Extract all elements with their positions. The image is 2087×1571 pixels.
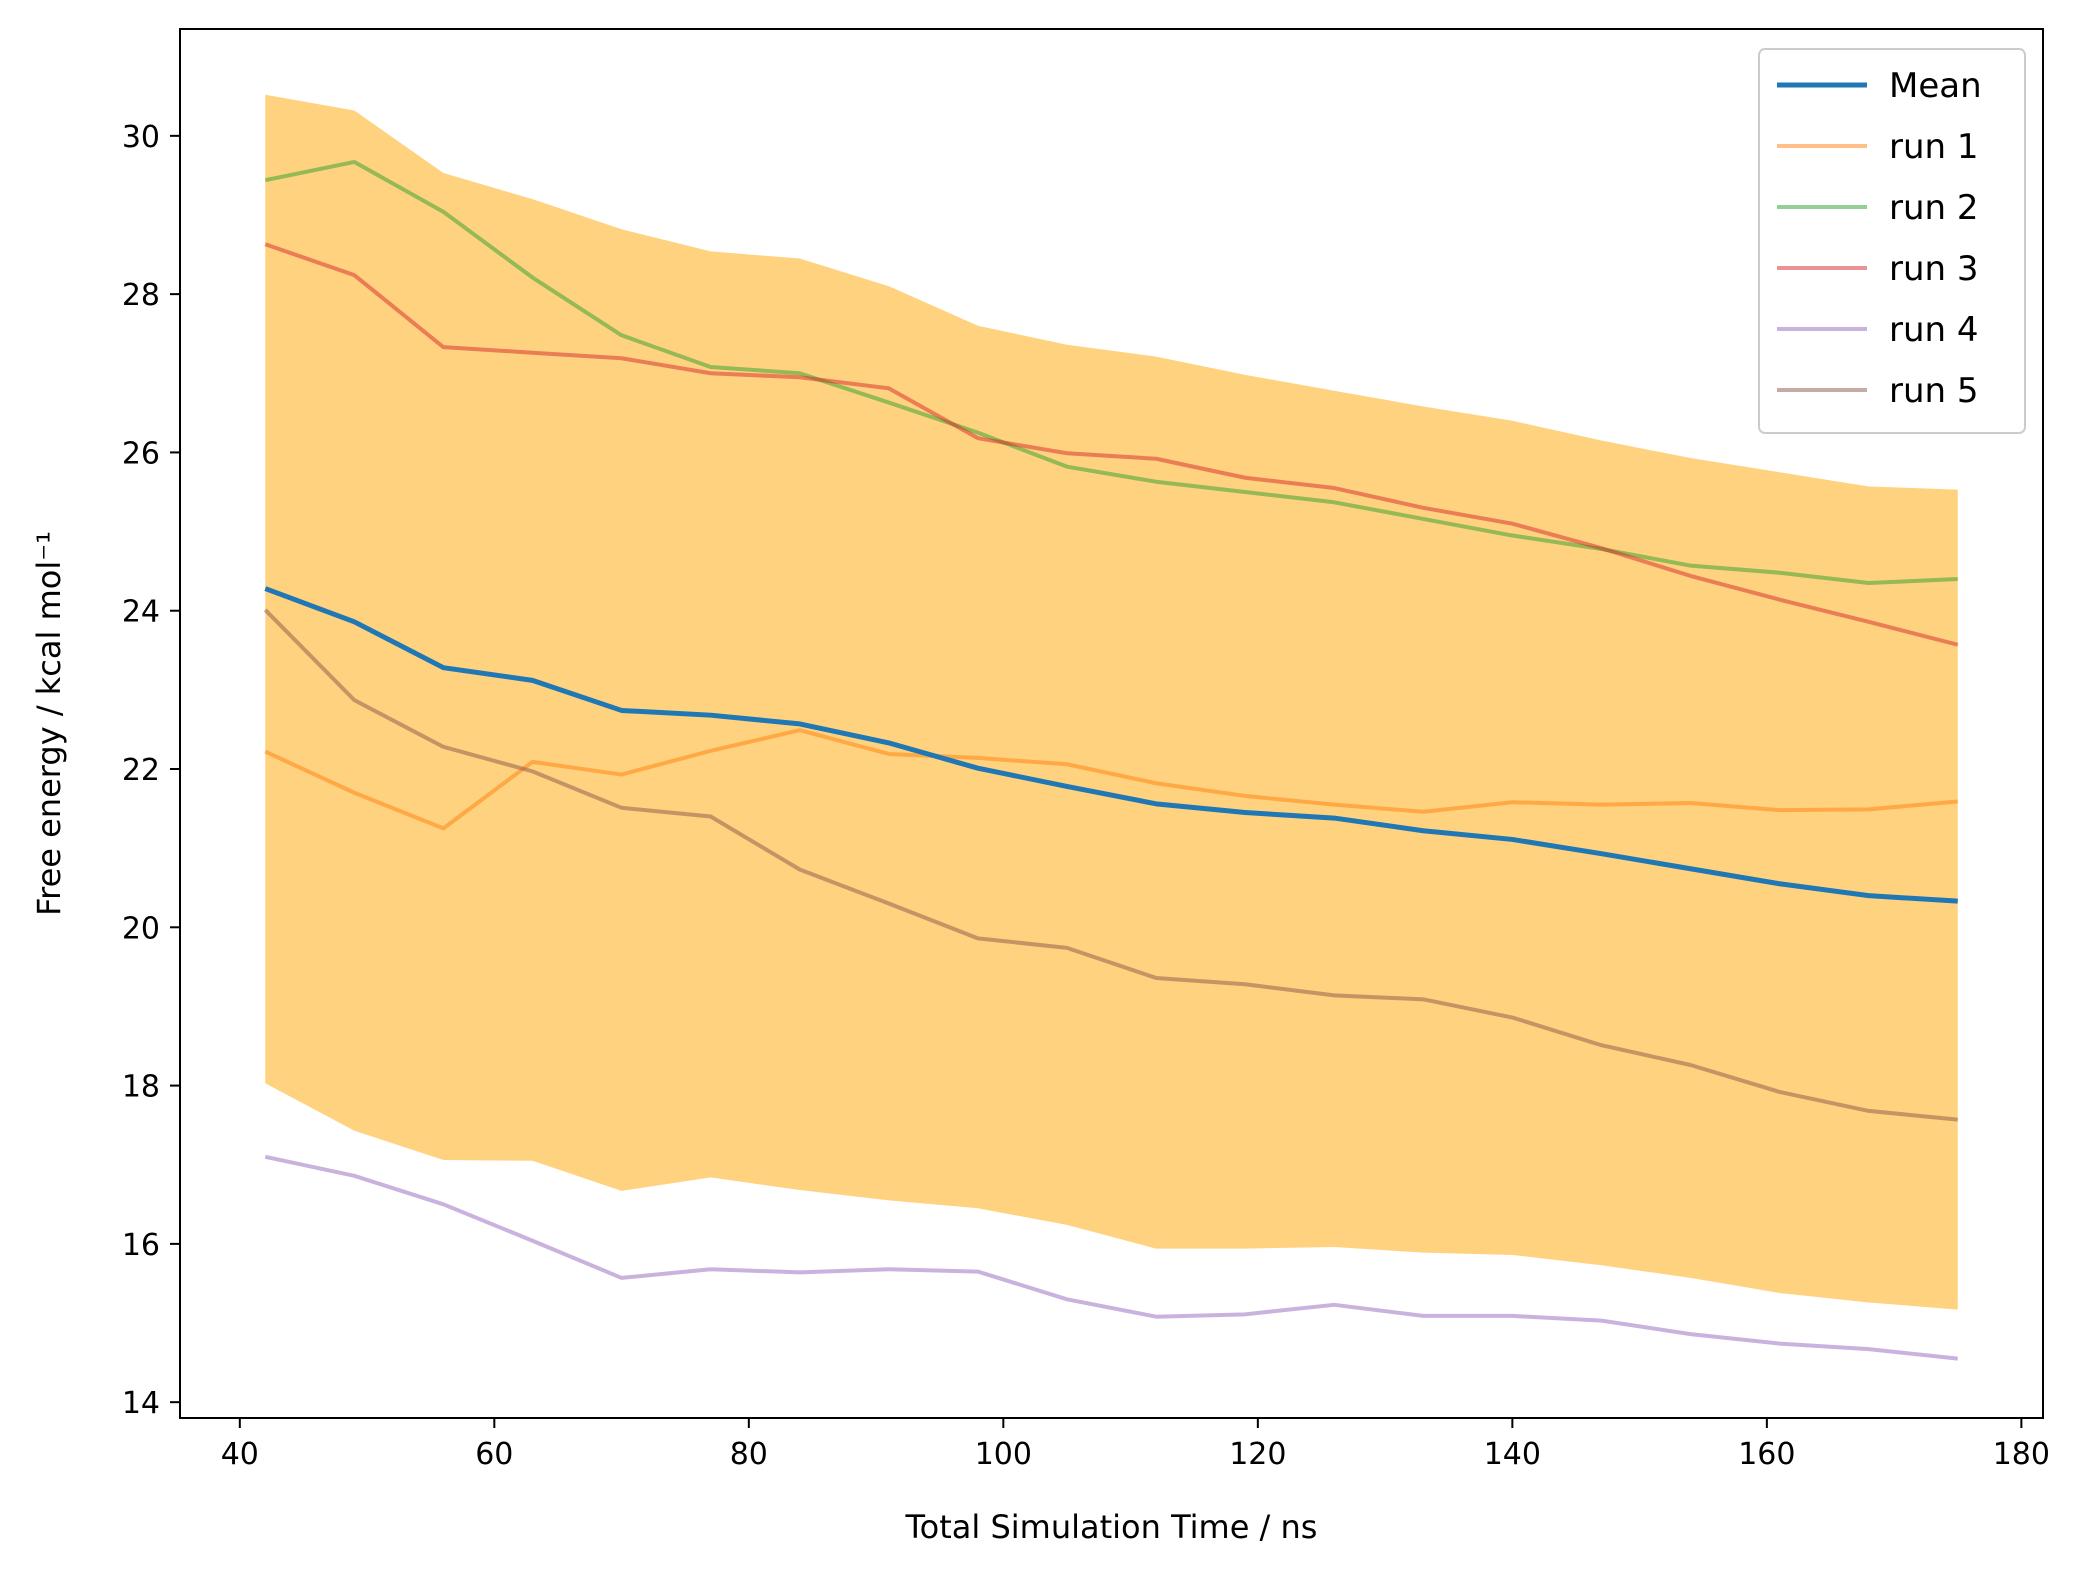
y-tick-label-16: 16 (122, 1228, 160, 1263)
y-tick-label-28: 28 (122, 278, 160, 313)
y-tick-label-14: 14 (122, 1386, 160, 1421)
x-tick-label-100: 100 (975, 1437, 1032, 1472)
series-line-run-1 (264, 728, 1958, 831)
y-tick-label-18: 18 (122, 1070, 160, 1105)
x-tick-label-160: 160 (1738, 1437, 1795, 1472)
y-axis-label: Free energy / kcal mol⁻¹ (30, 531, 68, 916)
legend-label-run-4: run 4 (1889, 310, 1979, 350)
series-layer (263, 159, 1959, 1361)
series-line-run-2 (264, 159, 1958, 586)
y-tick-label-24: 24 (122, 595, 160, 630)
x-tick-label-60: 60 (475, 1437, 513, 1472)
x-tick-label-180: 180 (1993, 1437, 2050, 1472)
y-tick-label-26: 26 (122, 436, 160, 471)
y-tick-label-20: 20 (122, 911, 160, 946)
y-axis: 14 16 18 20 22 24 26 28 30 (122, 120, 180, 1421)
x-axis-label: Total Simulation Time / ns (905, 1508, 1318, 1546)
x-tick-label-40: 40 (221, 1437, 259, 1472)
series-line-mean (264, 586, 1958, 904)
confidence-band-layer (265, 94, 1958, 1310)
x-tick-label-120: 120 (1229, 1437, 1286, 1472)
y-tick-label-22: 22 (122, 753, 160, 788)
legend-label-run-5: run 5 (1889, 371, 1979, 411)
series-line-run-5 (263, 608, 1958, 1122)
plot-frame (179, 28, 2044, 1419)
legend: Mean run 1 run 2 run 3 run 4 run 5 (1758, 48, 2026, 434)
legend-label-mean: Mean (1889, 66, 1982, 106)
legend-label-run-3: run 3 (1889, 249, 1979, 289)
y-tick-label-30: 30 (122, 120, 160, 155)
x-tick-label-80: 80 (730, 1437, 768, 1472)
legend-label-run-1: run 1 (1889, 127, 1979, 167)
series-line-run-4 (264, 1154, 1958, 1361)
x-tick-label-140: 140 (1484, 1437, 1541, 1472)
confidence-band (265, 94, 1958, 1310)
x-axis: 40 60 80 100 120 140 160 180 (221, 1418, 2050, 1472)
legend-label-run-2: run 2 (1889, 188, 1979, 228)
series-line-run-3 (264, 242, 1959, 647)
